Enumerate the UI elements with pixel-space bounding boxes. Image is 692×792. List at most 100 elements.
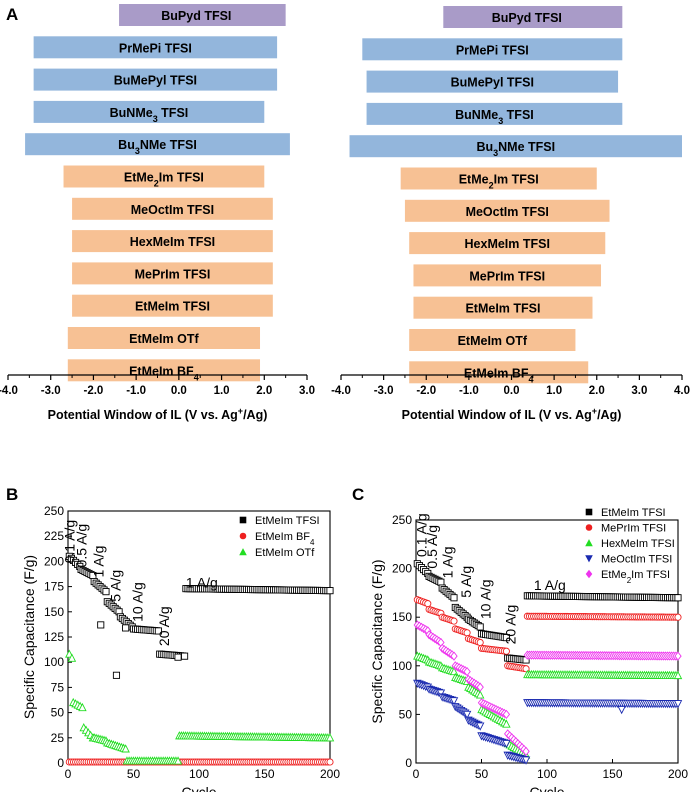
rate-label: 10 A/g	[130, 582, 146, 622]
y-tick-label: 250	[392, 513, 412, 527]
bar-label-etme2im-tfsi: EtMe2Im TFSI	[459, 173, 539, 191]
bar-prmepi-tfsi	[33, 36, 278, 59]
bar-meprim-tfsi	[413, 264, 602, 287]
x-tick-label: 4.0	[674, 385, 690, 397]
x-tick-label: 100	[537, 767, 557, 781]
bar-label-bunme3-tfsi: BuNMe3 TFSI	[455, 108, 534, 126]
rate-label: 1 A/g	[186, 575, 218, 591]
bar-bupyd-tfsi	[443, 6, 623, 28]
y-tick-label: 175	[44, 580, 64, 594]
legend-marker-etmeim-tfsi	[585, 508, 593, 516]
data-point	[326, 758, 334, 766]
data-point	[449, 666, 459, 676]
legend-label-etmeim-tfsi: EtMeIm TFSI	[255, 515, 320, 527]
bar-label-bu3nme-tfsi: Bu3NMe TFSI	[118, 138, 197, 156]
data-point-outlier	[174, 653, 182, 661]
x-tick-label: 150	[254, 767, 274, 781]
bar-label-meprim-tfsi: MePrIm TFSI	[135, 267, 211, 281]
y-tick-label: 25	[51, 731, 65, 745]
data-point	[449, 697, 459, 706]
x-tick-label: 3.0	[631, 385, 647, 397]
bar-bu3nme-tfsi	[349, 135, 682, 158]
data-point	[522, 746, 530, 756]
rate-label: 20 A/g	[156, 606, 172, 646]
x-tick-label: -2.0	[416, 385, 436, 397]
bar-etme2im-tfsi	[400, 167, 597, 190]
y-tick-label: 125	[44, 630, 64, 644]
legend-label-etmeim-otf: EtMeIm OTf	[255, 547, 315, 559]
legend-marker-etmeim-tfsi	[239, 516, 247, 524]
rate-label: 5 A/g	[107, 570, 123, 602]
x-tick-label: 0	[65, 767, 72, 781]
rate-label: 0.5 A/g	[73, 524, 89, 568]
bar-prmepi-tfsi	[362, 38, 623, 61]
y-tick-label: 50	[399, 707, 413, 721]
rate-label: 10 A/g	[478, 579, 494, 619]
x-axis-title: Cycle	[529, 784, 564, 792]
data-point	[502, 647, 510, 655]
rate-label: 0.1 A/g	[413, 513, 429, 557]
x-tick-label: 2.0	[256, 385, 272, 397]
y-tick-label: 150	[392, 610, 412, 624]
bar-etmeim-bf4	[67, 359, 261, 382]
bar-label-meoctim-tfsi: MeOctIm TFSI	[131, 203, 214, 217]
x-tick-label: 0.0	[504, 385, 520, 397]
data-point	[437, 578, 445, 586]
x-tick-label: -3.0	[41, 385, 61, 397]
x-tick-label: 100	[189, 767, 209, 781]
x-tick-label: -1.0	[459, 385, 479, 397]
series-etmeim-otf	[65, 649, 335, 765]
data-point	[154, 627, 162, 635]
series-etmeim-tfsi	[65, 552, 334, 679]
legend-marker-hexmeim-tfsi	[585, 539, 593, 547]
data-point	[463, 667, 471, 677]
data-point	[521, 756, 531, 765]
data-point	[674, 651, 682, 661]
x-tick-label: -3.0	[374, 385, 394, 397]
data-point	[78, 702, 87, 712]
data-point	[475, 690, 485, 699]
bar-meoctim-tfsi	[404, 199, 610, 222]
x-tick-label: 200	[668, 767, 688, 781]
chart-c: 0 50 100 150 200 0 50 100 150 200 250 Cycle Specific…	[369, 507, 688, 792]
bar-label-bupyd-tfsi: BuPyd TFSI	[492, 11, 562, 25]
x-tick-label: -2.0	[84, 385, 104, 397]
y-tick-label: 100	[44, 655, 64, 669]
bar-etmeim-bf4	[409, 361, 589, 384]
chart-a-right: BuPyd TFSI PrMePi TFSI BuMePyl TFSI BuNMe3 …	[331, 6, 690, 422]
series-hexmeim-tfsi	[413, 651, 683, 759]
bar-bu3nme-tfsi	[25, 133, 290, 156]
legend-marker-etmeim-bf4	[239, 532, 247, 540]
data-point	[436, 689, 446, 698]
data-point	[462, 710, 472, 720]
data-point	[476, 638, 484, 647]
bar-label-etmeim-otf: EtMeIm OTf	[129, 332, 199, 346]
bar-label-etme2im-tfsi: EtMe2Im TFSI	[124, 171, 204, 189]
bar-label-etmeim-tfsi: EtMeIm TFSI	[135, 300, 210, 314]
y-tick-label: 150	[44, 605, 64, 619]
data-point-outlier	[617, 705, 626, 715]
chart-a-left: BuPyd TFSI PrMePi TFSI BuMePyl TFSI BuNMe3 …	[0, 4, 315, 422]
x-axis-title: Potential Window of IL (V vs. Ag+/Ag)	[402, 406, 622, 422]
bar-etmeim-tfsi	[413, 296, 593, 319]
x-tick-label: 0.0	[171, 385, 187, 397]
data-point	[476, 623, 484, 631]
x-tick-label: 150	[602, 767, 622, 781]
legend-label-etme2im-tfsi: EtMe2Im TFSI	[601, 569, 670, 585]
bar-label-bupyd-tfsi: BuPyd TFSI	[161, 9, 231, 23]
panel-label-a: A	[6, 5, 18, 24]
bar-label-bumepyl-tfsi: BuMePyl TFSI	[451, 76, 534, 90]
rate-label: 1 A/g	[90, 546, 106, 578]
bar-meprim-tfsi	[72, 262, 273, 285]
legend-marker-meoctim-tfsi	[585, 555, 593, 563]
data-point-outlier	[122, 624, 130, 632]
data-point	[450, 651, 458, 661]
bar-label-etmeim-otf: EtMeIm OTf	[458, 334, 528, 348]
panel-label-c: C	[352, 485, 364, 504]
data-point	[475, 722, 485, 731]
x-tick-label: 50	[475, 767, 489, 781]
bar-bupyd-tfsi	[119, 4, 286, 26]
data-point	[450, 617, 458, 625]
bar-label-bu3nme-tfsi: Bu3NMe TFSI	[476, 140, 555, 158]
y-tick-label: 250	[44, 504, 64, 518]
